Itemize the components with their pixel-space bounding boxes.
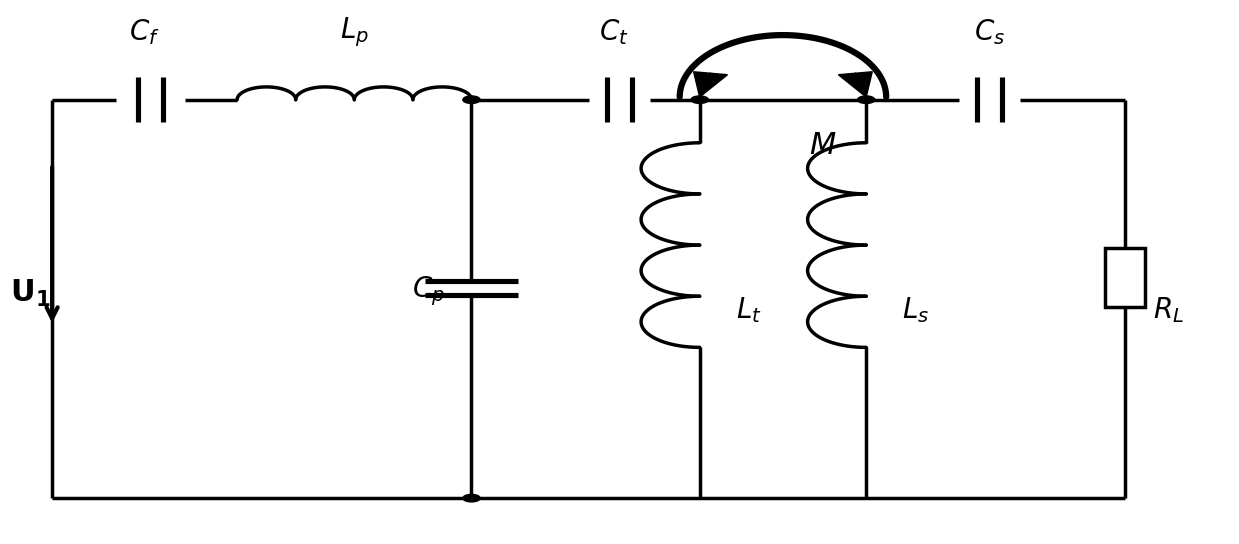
Bar: [1105, 248, 1145, 307]
Text: $C_p$: $C_p$: [411, 274, 445, 308]
Text: $C_t$: $C_t$: [598, 17, 628, 47]
Text: $C_f$: $C_f$: [129, 17, 160, 47]
Text: $\mathbf{U_1}$: $\mathbf{U_1}$: [10, 278, 50, 309]
Text: $L_p$: $L_p$: [339, 16, 369, 49]
Text: $M$: $M$: [809, 131, 836, 160]
Circle shape: [857, 96, 875, 103]
Circle shape: [691, 96, 709, 103]
Circle shape: [463, 494, 481, 502]
Text: $L_t$: $L_t$: [736, 295, 762, 325]
Text: $R_L$: $R_L$: [1154, 295, 1184, 325]
Text: $L_s$: $L_s$: [902, 295, 929, 325]
FancyArrow shape: [839, 72, 872, 97]
FancyArrow shape: [694, 72, 727, 97]
Circle shape: [463, 96, 481, 103]
Text: $C_s$: $C_s$: [974, 17, 1005, 47]
